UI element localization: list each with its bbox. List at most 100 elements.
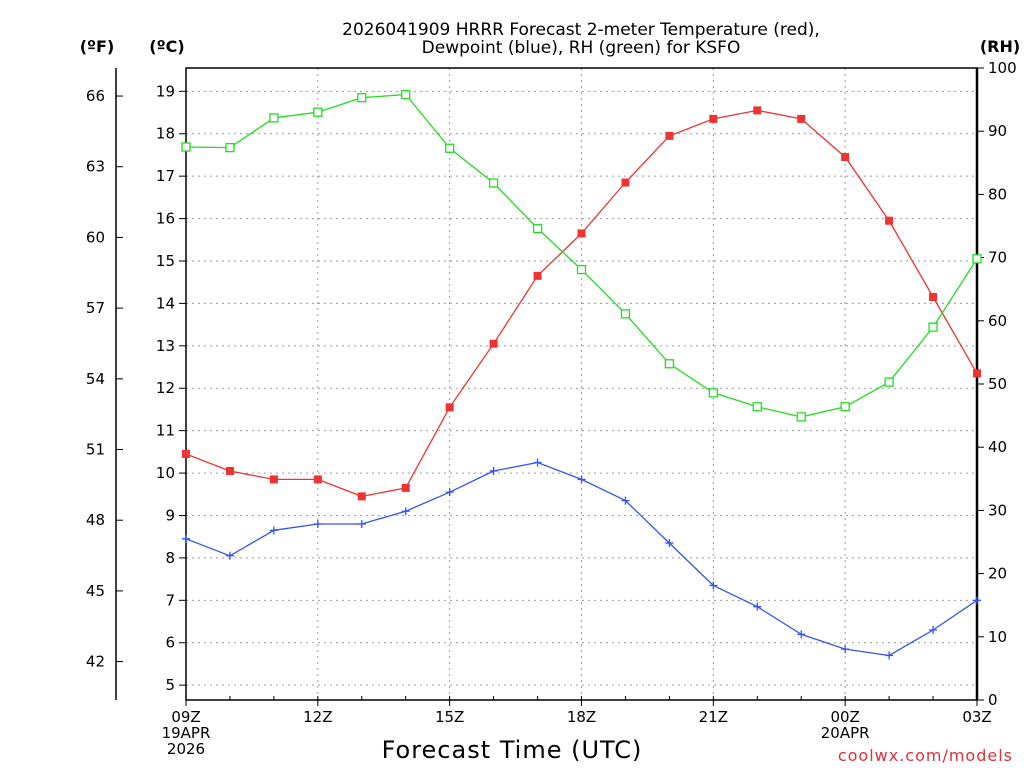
temperature-point	[753, 106, 762, 115]
celsius-tick-label: 18	[156, 125, 175, 143]
celsius-tick-label: 15	[156, 252, 175, 270]
x-tick-label: 18Z	[567, 708, 596, 726]
celsius-tick-label: 16	[156, 210, 175, 228]
rh-point	[225, 142, 235, 153]
dewpoint-point	[533, 458, 542, 467]
temperature-point	[929, 293, 938, 302]
temperature-point	[489, 339, 498, 348]
celsius-tick-label: 9	[165, 506, 175, 524]
rh-point	[401, 89, 411, 100]
rh-point	[796, 412, 806, 422]
rh-tick-label: 20	[988, 565, 1007, 583]
fahrenheit-tick-label: 66	[86, 87, 105, 105]
dewpoint-point	[841, 645, 850, 654]
fahrenheit-tick-label: 54	[86, 370, 105, 388]
temperature-point	[841, 153, 850, 162]
rh-point	[181, 142, 191, 152]
temperature-point	[665, 131, 674, 140]
fahrenheit-unit-label: (ºF)	[80, 37, 115, 56]
temperature-point	[357, 492, 366, 501]
rh-tick-label: 100	[988, 59, 1017, 77]
dewpoint-point	[885, 651, 894, 660]
rh-point	[488, 178, 499, 188]
dewpoint-point	[401, 507, 410, 516]
fahrenheit-tick-label: 51	[86, 441, 105, 459]
x-tick-label: 15Z	[435, 708, 464, 726]
temperature-point	[885, 216, 894, 225]
dewpoint-point	[797, 630, 806, 639]
series-temperature	[182, 106, 981, 501]
rh-tick-label: 0	[988, 691, 998, 709]
temperature-point	[973, 369, 981, 378]
fahrenheit-tick-label: 57	[86, 299, 105, 317]
temperature-point	[445, 403, 454, 412]
temperature-point	[225, 466, 234, 475]
rh-tick-label: 80	[988, 185, 1007, 203]
x-tick-label: 00Z	[830, 708, 859, 726]
dewpoint-point	[357, 519, 366, 528]
rh-point	[576, 264, 587, 275]
rh-tick-label: 50	[988, 375, 1007, 393]
rh-point	[357, 93, 367, 103]
rh-tick-label: 10	[988, 628, 1007, 646]
rh-point	[884, 377, 894, 387]
dewpoint-point	[665, 539, 674, 548]
dewpoint-point	[621, 496, 630, 505]
temperature-point	[401, 483, 410, 492]
rh-unit-label: (RH)	[980, 37, 1020, 56]
dewpoint-point	[973, 596, 981, 605]
temperature-point	[621, 178, 630, 187]
fahrenheit-tick-label: 60	[86, 228, 105, 246]
x-tick-label: 12Z	[303, 708, 332, 726]
rh-point	[620, 309, 631, 319]
celsius-tick-label: 7	[165, 591, 175, 609]
fahrenheit-tick-label: 48	[86, 511, 105, 529]
celsius-tick-label: 10	[156, 464, 175, 482]
temperature-point	[182, 449, 190, 458]
celsius-tick-label: 12	[156, 379, 175, 397]
rh-tick-label: 90	[988, 122, 1007, 140]
rh-point	[972, 254, 982, 264]
series-dewpoint	[182, 458, 981, 660]
celsius-tick-label: 5	[165, 676, 175, 694]
rh-tick-label: 30	[988, 501, 1007, 519]
plot-frame	[185, 67, 978, 701]
gridlines	[185, 68, 978, 700]
celsius-unit-label: (ºC)	[149, 37, 184, 56]
rh-tick-label: 70	[988, 249, 1007, 267]
celsius-tick-label: 19	[156, 82, 175, 100]
rh-point	[752, 402, 762, 412]
rh-point	[664, 359, 675, 369]
dewpoint-point	[753, 602, 762, 611]
celsius-tick-label: 6	[165, 634, 175, 652]
dewpoint-point	[577, 475, 586, 484]
x-tick-label: 19APR	[162, 724, 211, 742]
celsius-tick-label: 8	[165, 549, 175, 567]
temperature-point	[533, 271, 542, 280]
fahrenheit-tick-label: 42	[86, 653, 105, 671]
data-series	[181, 89, 982, 660]
dewpoint-point	[182, 534, 190, 543]
x-tick-label: 20APR	[821, 724, 870, 742]
dewpoint-point	[269, 526, 278, 535]
chart-title-line-1: 2026041909 HRRR Forecast 2-meter Tempera…	[342, 20, 820, 40]
series-rh	[181, 89, 982, 422]
dewpoint-point	[709, 581, 718, 590]
rh-tick-label: 40	[988, 438, 1007, 456]
celsius-tick-label: 14	[156, 294, 175, 312]
temperature-point	[313, 475, 322, 484]
dewpoint-point	[929, 626, 938, 635]
dewpoint-point	[445, 488, 454, 497]
temperature-point	[709, 114, 718, 123]
temperature-point	[269, 475, 278, 484]
x-tick-label: 03Z	[962, 708, 991, 726]
rh-point	[928, 322, 938, 332]
rh-point	[269, 113, 279, 123]
celsius-tick-label: 11	[156, 422, 175, 440]
rh-tick-label: 60	[988, 312, 1007, 330]
temperature-point	[577, 229, 586, 238]
dewpoint-point	[489, 466, 498, 475]
rh-point	[840, 402, 850, 412]
rh-point	[445, 143, 455, 153]
